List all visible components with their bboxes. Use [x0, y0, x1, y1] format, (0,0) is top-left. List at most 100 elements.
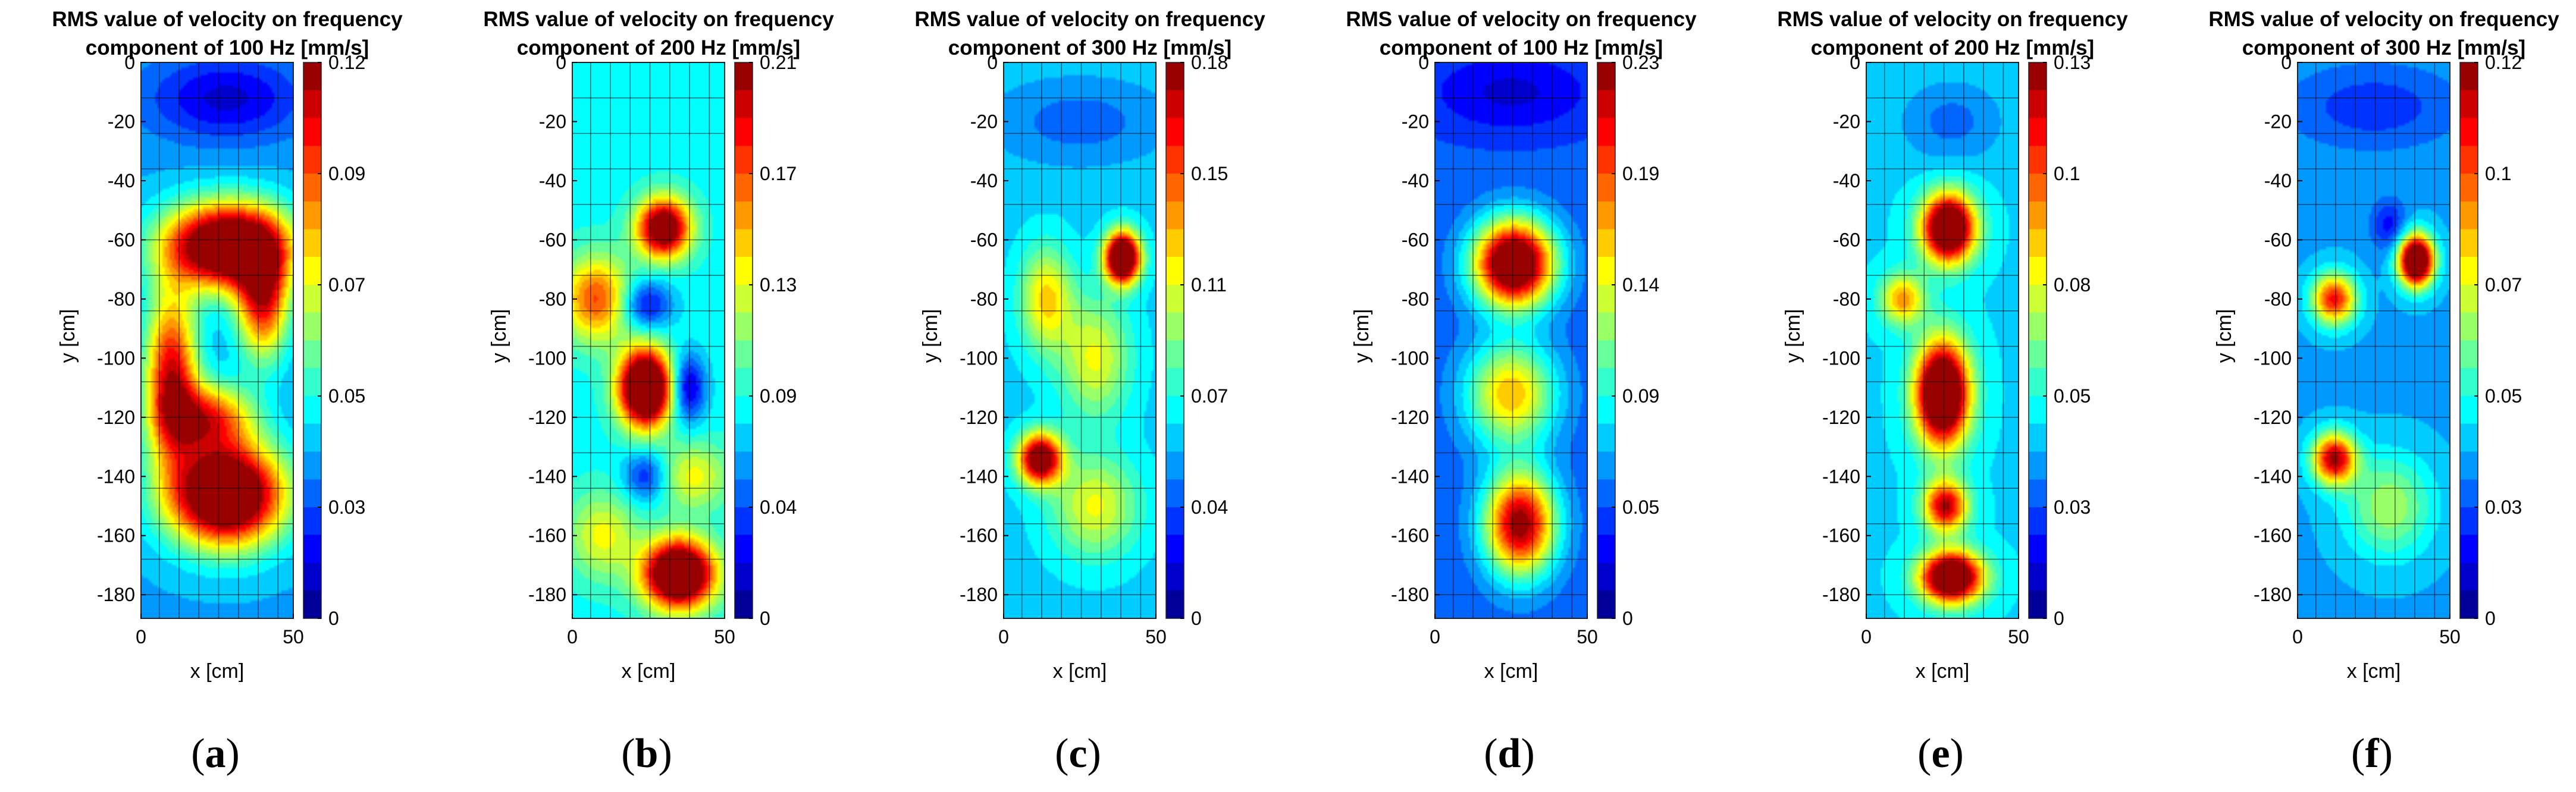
- y-axis-label: y [cm]: [2213, 309, 2236, 363]
- y-tick-label: 0: [987, 52, 998, 73]
- x-tick-label: 0: [998, 626, 1009, 648]
- colorbar-tick-label: 0.03: [2485, 496, 2522, 518]
- colorbar-tick-label: 0.09: [760, 385, 797, 407]
- y-tick-label: -60: [2264, 229, 2292, 250]
- x-tick-label: 50: [714, 626, 735, 648]
- panel-caption-letter: f: [2365, 731, 2379, 777]
- y-tick-label: -20: [1402, 111, 1429, 132]
- colorbar-tick-label: 0.07: [2485, 274, 2522, 296]
- x-axis-label: x [cm]: [190, 660, 245, 683]
- y-tick-label: -160: [528, 525, 566, 546]
- panel-e: RMS value of velocity on frequency compon…: [1777, 8, 2128, 777]
- y-tick-label: 0: [124, 52, 135, 73]
- colorbar-tick-label: 0: [2485, 608, 2496, 629]
- colorbar-tick-label: 0.1: [2054, 163, 2080, 184]
- grid-lines: [1004, 62, 1156, 618]
- colorbar: [1165, 62, 1184, 619]
- y-tick-label: 0: [1850, 52, 1860, 73]
- y-axis-label: y [cm]: [919, 309, 942, 363]
- y-tick-label: -40: [108, 170, 135, 191]
- panel-d: RMS value of velocity on frequency compon…: [1346, 8, 1697, 777]
- axes-frame: [1003, 62, 1157, 619]
- panel-caption: (c): [1055, 731, 1101, 777]
- colorbar-tick-label: 0: [1622, 608, 1633, 629]
- y-tick-label: -40: [1402, 170, 1429, 191]
- panel-c: RMS value of velocity on frequency compon…: [914, 8, 1265, 777]
- y-axis-label: y [cm]: [57, 309, 79, 363]
- y-tick-label: -40: [970, 170, 998, 191]
- heatmap-image: [1004, 62, 1156, 618]
- x-tick-label: 0: [567, 626, 578, 648]
- y-tick-label: -180: [1822, 584, 1860, 605]
- y-tick-label: -160: [97, 525, 135, 546]
- colorbar-tick-label: 0.08: [2054, 274, 2091, 296]
- heatmap-image: [1866, 62, 2019, 618]
- x-tick-label: 0: [136, 626, 146, 648]
- panel-title-line2: component of 200 Hz [mm/s]: [517, 36, 800, 59]
- colorbar-tick-label: 0.03: [328, 496, 365, 518]
- heatmap-image: [572, 62, 725, 618]
- y-tick-label: -160: [960, 525, 998, 546]
- y-tick-label: -120: [97, 407, 135, 428]
- y-tick-label: -40: [2264, 170, 2292, 191]
- panel-caption: (d): [1484, 731, 1535, 777]
- y-tick-label: -100: [2254, 347, 2292, 369]
- panel-title-line1: RMS value of velocity on frequency: [1777, 8, 2128, 31]
- y-axis-label: y [cm]: [488, 309, 510, 363]
- x-axis-label: x [cm]: [622, 660, 676, 683]
- colorbar-tick-label: 0.07: [328, 274, 365, 296]
- heatmap-image: [141, 62, 293, 618]
- colorbar-tick-label: 0.11: [1191, 274, 1227, 296]
- y-tick-label: -40: [539, 170, 566, 191]
- colorbar-tick-label: 0.1: [2485, 163, 2511, 184]
- y-tick-label: -140: [960, 466, 998, 487]
- grid-lines: [572, 62, 725, 618]
- panel-caption-letter: d: [1498, 731, 1521, 777]
- y-tick-label: -60: [539, 229, 566, 250]
- panel-title-line2: component of 200 Hz [mm/s]: [1811, 36, 2094, 59]
- y-tick-label: -120: [2254, 407, 2292, 428]
- y-tick-label: -60: [970, 229, 998, 250]
- y-tick-label: -20: [1833, 111, 1860, 132]
- panel-caption-letter: c: [1068, 731, 1087, 777]
- grid-lines: [1866, 62, 2019, 618]
- y-tick-label: -100: [960, 347, 998, 369]
- y-tick-label: -140: [1391, 466, 1429, 487]
- y-tick-label: -160: [1391, 525, 1429, 546]
- panel-f: RMS value of velocity on frequency compon…: [2208, 8, 2559, 777]
- y-tick-label: -180: [97, 584, 135, 605]
- heatmap-image: [1435, 62, 1587, 618]
- colorbar: [2459, 62, 2478, 619]
- axes-frame: [1866, 62, 2019, 619]
- panel-caption: (a): [191, 731, 240, 777]
- y-tick-label: -40: [1833, 170, 1860, 191]
- y-tick-label: -80: [970, 288, 998, 310]
- panel-title-line1: RMS value of velocity on frequency: [1346, 8, 1697, 31]
- colorbar-tick-label: 0.23: [1622, 52, 1659, 73]
- y-tick-label: 0: [1418, 52, 1429, 73]
- colorbar-tick-label: 0.09: [1622, 385, 1659, 407]
- y-axis-label: y [cm]: [1350, 309, 1373, 363]
- x-axis-label: x [cm]: [2347, 660, 2401, 683]
- colorbar-tick-label: 0.13: [2054, 52, 2091, 73]
- heatmap-image: [2298, 62, 2450, 618]
- y-tick-label: -20: [2264, 111, 2292, 132]
- colorbar-tick-label: 0.18: [1191, 52, 1228, 73]
- grid-lines: [2298, 62, 2450, 618]
- panel-title-line2: component of 100 Hz [mm/s]: [1380, 36, 1663, 59]
- y-tick-label: -140: [1822, 466, 1860, 487]
- panel-title-line2: component of 300 Hz [mm/s]: [948, 36, 1231, 59]
- colorbar-tick-label: 0.05: [2054, 385, 2091, 407]
- colorbar-tick-label: 0: [328, 608, 339, 629]
- y-tick-label: -180: [528, 584, 566, 605]
- y-tick-label: -120: [960, 407, 998, 428]
- panel-title-line2: component of 300 Hz [mm/s]: [2242, 36, 2525, 59]
- panel-caption-letter: a: [205, 731, 226, 777]
- y-tick-label: -80: [2264, 288, 2292, 310]
- y-tick-label: -20: [539, 111, 566, 132]
- y-tick-label: 0: [2281, 52, 2292, 73]
- axes-frame: [2297, 62, 2450, 619]
- y-tick-label: 0: [556, 52, 566, 73]
- y-tick-label: -60: [1402, 229, 1429, 250]
